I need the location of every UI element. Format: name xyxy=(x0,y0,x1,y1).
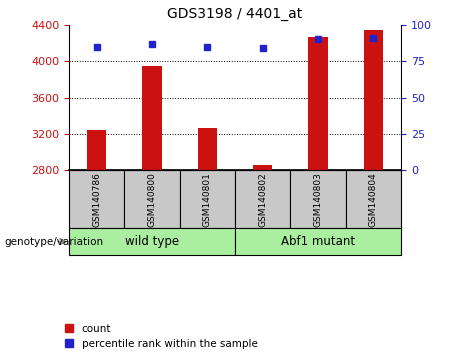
Bar xyxy=(124,170,180,228)
Text: GSM140802: GSM140802 xyxy=(258,172,267,227)
Bar xyxy=(69,170,124,228)
Text: wild type: wild type xyxy=(125,235,179,248)
Text: Abf1 mutant: Abf1 mutant xyxy=(281,235,355,248)
Bar xyxy=(198,127,217,170)
Bar xyxy=(253,165,272,170)
Bar xyxy=(346,170,401,228)
Bar xyxy=(87,130,106,170)
Bar xyxy=(235,228,401,255)
Text: GSM140786: GSM140786 xyxy=(92,172,101,227)
Text: GSM140800: GSM140800 xyxy=(148,172,157,227)
Bar xyxy=(364,30,383,170)
Bar xyxy=(308,36,328,170)
Bar xyxy=(142,66,162,170)
Text: GSM140801: GSM140801 xyxy=(203,172,212,227)
Bar xyxy=(180,170,235,228)
Bar xyxy=(290,170,346,228)
Text: GSM140803: GSM140803 xyxy=(313,172,323,227)
Bar xyxy=(69,228,235,255)
Bar xyxy=(235,170,290,228)
Text: genotype/variation: genotype/variation xyxy=(5,237,104,247)
Title: GDS3198 / 4401_at: GDS3198 / 4401_at xyxy=(167,7,303,21)
Text: GSM140804: GSM140804 xyxy=(369,172,378,227)
Legend: count, percentile rank within the sample: count, percentile rank within the sample xyxy=(65,324,258,349)
